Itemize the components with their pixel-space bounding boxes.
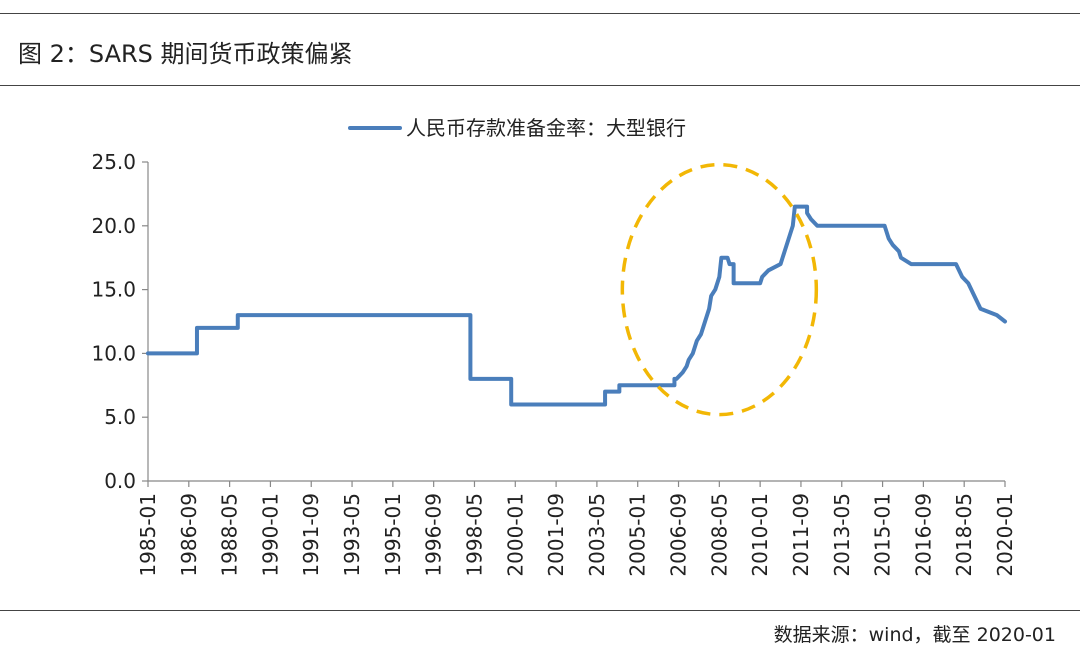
x-tick-label: 2008-05 <box>707 493 731 577</box>
y-tick-label: 0.0 <box>104 469 136 493</box>
x-tick-label: 1990-01 <box>258 493 282 577</box>
x-tick-label: 2020-01 <box>993 493 1017 577</box>
y-tick-label: 10.0 <box>91 341 136 365</box>
x-tick-label: 2003-05 <box>585 493 609 577</box>
x-tick-label: 2018-05 <box>952 493 976 577</box>
bottom-rule <box>0 610 1080 611</box>
x-tick-label: 1988-05 <box>218 493 242 577</box>
title-rule <box>0 85 1080 86</box>
x-tick-label: 1985-01 <box>136 493 160 577</box>
x-tick-label: 1993-05 <box>340 493 364 577</box>
x-tick-label: 2001-09 <box>544 493 568 577</box>
x-tick-label: 2006-09 <box>667 493 691 577</box>
x-tick-label: 1995-01 <box>381 493 405 577</box>
series-line-0 <box>146 204 1007 407</box>
y-tick-label: 5.0 <box>104 405 136 429</box>
x-tick-label: 2016-09 <box>911 493 935 577</box>
x-tick-label: 2010-01 <box>748 493 772 577</box>
x-tick-label: 2015-01 <box>871 493 895 577</box>
x-tick-label: 2005-01 <box>626 493 650 577</box>
highlight-ellipse-0 <box>620 162 819 417</box>
figure-title: 图 2：SARS 期间货币政策偏紧 <box>18 40 353 68</box>
y-tick-label: 15.0 <box>91 278 136 302</box>
source-note: 数据来源：wind，截至 2020-01 <box>773 624 1056 646</box>
x-tick-label: 1998-05 <box>462 493 486 577</box>
legend-label: 人民币存款准备金率：大型银行 <box>406 116 686 140</box>
y-tick-label: 20.0 <box>91 214 136 238</box>
x-tick-label: 2013-05 <box>830 493 854 577</box>
x-tick-label: 1986-09 <box>177 493 201 577</box>
top-rule <box>0 13 1080 14</box>
x-tick-label: 1996-09 <box>422 493 446 577</box>
y-tick-label: 25.0 <box>91 150 136 174</box>
x-tick-label: 1991-09 <box>299 493 323 577</box>
x-tick-label: 2000-01 <box>503 493 527 577</box>
x-tick-label: 2011-09 <box>789 493 813 577</box>
